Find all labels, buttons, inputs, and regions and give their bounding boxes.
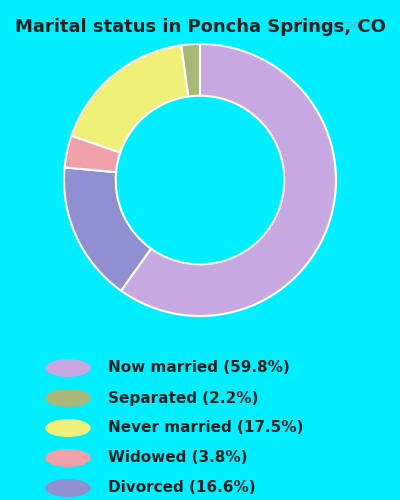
Circle shape — [46, 450, 90, 466]
Text: Never married (17.5%): Never married (17.5%) — [108, 420, 303, 436]
Text: Widowed (3.8%): Widowed (3.8%) — [108, 450, 248, 466]
Text: City-Data.com: City-Data.com — [289, 20, 363, 30]
Wedge shape — [72, 46, 188, 152]
Circle shape — [46, 360, 90, 376]
Wedge shape — [64, 136, 120, 172]
Text: Now married (59.8%): Now married (59.8%) — [108, 360, 290, 376]
Text: Marital status in Poncha Springs, CO: Marital status in Poncha Springs, CO — [14, 18, 386, 36]
Text: Separated (2.2%): Separated (2.2%) — [108, 390, 258, 406]
Text: Divorced (16.6%): Divorced (16.6%) — [108, 480, 256, 496]
Circle shape — [46, 420, 90, 436]
Wedge shape — [121, 44, 336, 316]
Wedge shape — [64, 168, 151, 290]
Wedge shape — [181, 44, 200, 96]
Circle shape — [46, 390, 90, 406]
Circle shape — [46, 480, 90, 496]
